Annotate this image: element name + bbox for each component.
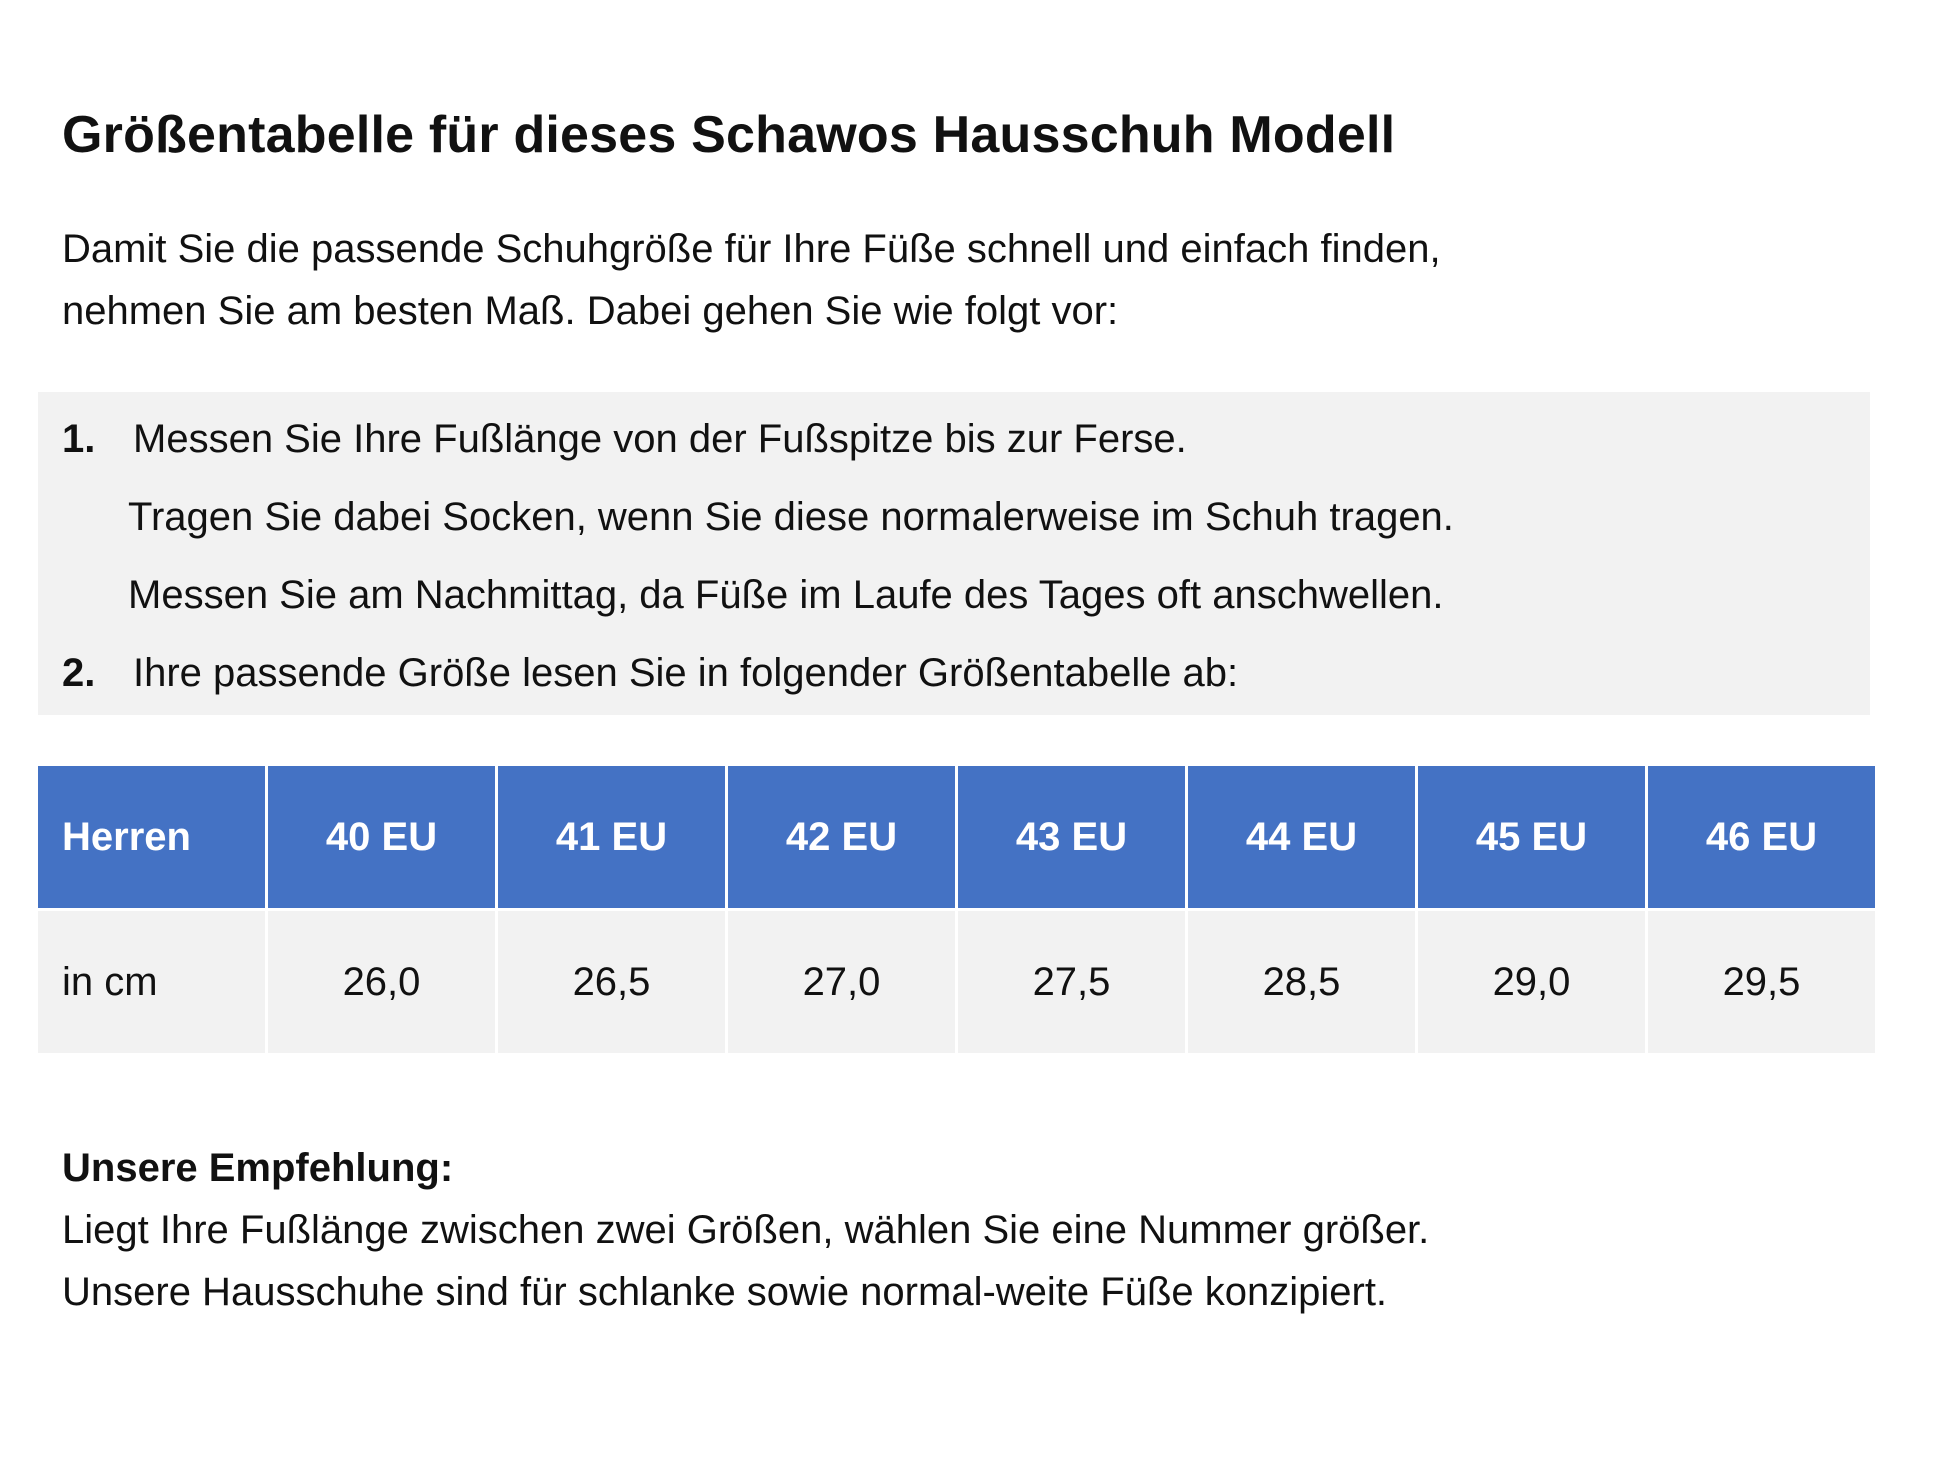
size-table-header-row: Herren 40 EU 41 EU 42 EU 43 EU 44 EU 45 … [38, 766, 1875, 908]
step-1-number: 1. [62, 417, 96, 461]
header-cell-45: 45 EU [1418, 766, 1645, 908]
recommendation-heading: Unsere Empfehlung: [62, 1146, 454, 1190]
instructions-panel: 1. Messen Sie Ihre Fußlänge von der Fußs… [38, 392, 1870, 715]
cm-cell-46: 29,5 [1648, 911, 1875, 1053]
recommendation-line-1: Liegt Ihre Fußlänge zwischen zwei Größen… [62, 1208, 1430, 1252]
header-cell-41: 41 EU [498, 766, 725, 908]
step-2-text: Ihre passende Größe lesen Sie in folgend… [133, 651, 1239, 695]
intro-line-1: Damit Sie die passende Schuhgröße für Ih… [62, 227, 1441, 271]
intro-paragraph: Damit Sie die passende Schuhgröße für Ih… [62, 218, 1441, 342]
cm-cell-43: 27,5 [958, 911, 1185, 1053]
cm-cell-42: 27,0 [728, 911, 955, 1053]
step-1-note-afternoon: Messen Sie am Nachmittag, da Füße im Lau… [128, 573, 1444, 617]
size-table: Herren 40 EU 41 EU 42 EU 43 EU 44 EU 45 … [35, 763, 1878, 1056]
recommendation-line-2: Unsere Hausschuhe sind für schlanke sowi… [62, 1270, 1388, 1314]
header-cell-40: 40 EU [268, 766, 495, 908]
intro-line-2: nehmen Sie am besten Maß. Dabei gehen Si… [62, 289, 1119, 333]
step-1-text: Messen Sie Ihre Fußlänge von der Fußspit… [133, 417, 1187, 461]
header-cell-44: 44 EU [1188, 766, 1415, 908]
cm-cell-45: 29,0 [1418, 911, 1645, 1053]
header-cell-herren: Herren [38, 766, 265, 908]
cm-cell-40: 26,0 [268, 911, 495, 1053]
row-label-cm: in cm [38, 911, 265, 1053]
size-table-cm-row: in cm 26,0 26,5 27,0 27,5 28,5 29,0 29,5 [38, 911, 1875, 1053]
step-2-number: 2. [62, 651, 96, 695]
recommendation-section: Unsere Empfehlung: Liegt Ihre Fußlänge z… [62, 1137, 1429, 1323]
cm-cell-41: 26,5 [498, 911, 725, 1053]
cm-cell-44: 28,5 [1188, 911, 1415, 1053]
page-title: Größentabelle für dieses Schawos Haussch… [62, 106, 1396, 164]
header-cell-43: 43 EU [958, 766, 1185, 908]
step-1-note-socks: Tragen Sie dabei Socken, wenn Sie diese … [128, 495, 1454, 539]
header-cell-46: 46 EU [1648, 766, 1875, 908]
header-cell-42: 42 EU [728, 766, 955, 908]
